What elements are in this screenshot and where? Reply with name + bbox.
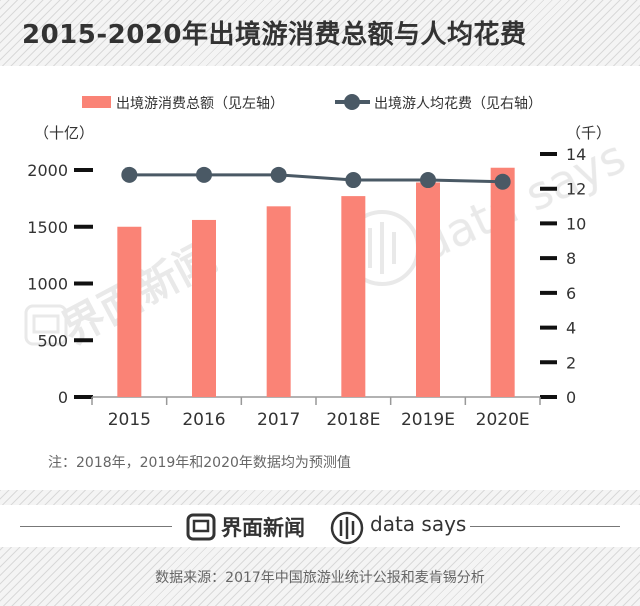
footer-rule-right [470, 526, 620, 527]
left-tick-label: 0 [58, 388, 68, 407]
line-series [121, 166, 511, 190]
data-source: 数据来源：2017年中国旅游业统计公报和麦肯锡分析 [155, 570, 485, 586]
legend-line-marker [344, 94, 360, 110]
line-point [270, 166, 287, 183]
x-axis: 2015 2016 2017 2018E 2019E 2020E [91, 396, 541, 430]
watermark-datasays-text: data says [410, 129, 634, 272]
right-tick-label: 0 [566, 388, 576, 407]
right-tick-label: 4 [566, 319, 576, 338]
datasays-brand-text: data says [370, 512, 467, 536]
jiemian-brand-text: 界面新闻 [221, 516, 305, 540]
right-tick-label: 12 [566, 180, 586, 199]
x-tick-label: 2015 [108, 410, 151, 430]
legend-line-label: 出境游人均花费（见右轴） [374, 96, 542, 112]
line-point [494, 173, 511, 190]
footer-rule-left [20, 526, 172, 527]
legend-bar-label: 出境游消费总额（见左轴） [116, 96, 284, 112]
bar [266, 206, 291, 397]
footnote: 注：2018年，2019年和2020年数据均为预测值 [48, 455, 351, 471]
bar [117, 226, 142, 397]
watermark: 界面新闻 data says [24, 129, 634, 354]
left-tick-label: 500 [37, 331, 68, 350]
x-tick-label: 2019E [401, 410, 455, 430]
right-tick-label: 10 [566, 214, 586, 233]
line-point [345, 172, 362, 189]
left-tick-label: 2000 [27, 161, 68, 180]
x-tick-label: 2017 [257, 410, 300, 430]
bar-series [117, 167, 515, 397]
x-tick-label: 2016 [182, 410, 225, 430]
line-point [121, 166, 138, 183]
right-tick-label: 8 [566, 249, 576, 268]
x-tick-label: 2020E [476, 410, 530, 430]
chart-title: 2015-2020年出境游消费总额与人均花费 [22, 20, 527, 50]
watermark-jiemian-logo-icon [24, 304, 68, 346]
bar [192, 219, 216, 397]
x-tick-label: 2018E [326, 410, 380, 430]
series-line [129, 173, 503, 184]
jiemian-logo-icon [186, 513, 216, 541]
right-tick-label: 14 [566, 145, 586, 164]
line-point [420, 172, 436, 189]
right-tick-label: 2 [566, 353, 576, 372]
left-tick-label: 1500 [27, 218, 68, 237]
bar [416, 182, 440, 397]
left-tick-label: 1000 [27, 275, 68, 294]
header-background [0, 0, 640, 66]
bar [341, 196, 366, 397]
left-axis: 0 500 1000 1500 2000 [27, 161, 93, 407]
right-axis-unit: （千） [566, 124, 611, 142]
chart-area: 界面新闻 data says 出境游消费总额（见左轴） 出境游人均花费（见右轴）… [24, 94, 634, 430]
left-axis-unit: （十亿） [34, 124, 94, 142]
datasays-logo-icon [330, 511, 364, 545]
bar [490, 167, 515, 397]
legend-bar-swatch [82, 96, 111, 108]
right-axis: 0 2 4 6 8 10 12 14 [540, 145, 586, 407]
line-point [196, 166, 212, 183]
legend: 出境游消费总额（见左轴） 出境游人均花费（见右轴） [82, 94, 542, 112]
right-tick-label: 6 [566, 284, 576, 303]
